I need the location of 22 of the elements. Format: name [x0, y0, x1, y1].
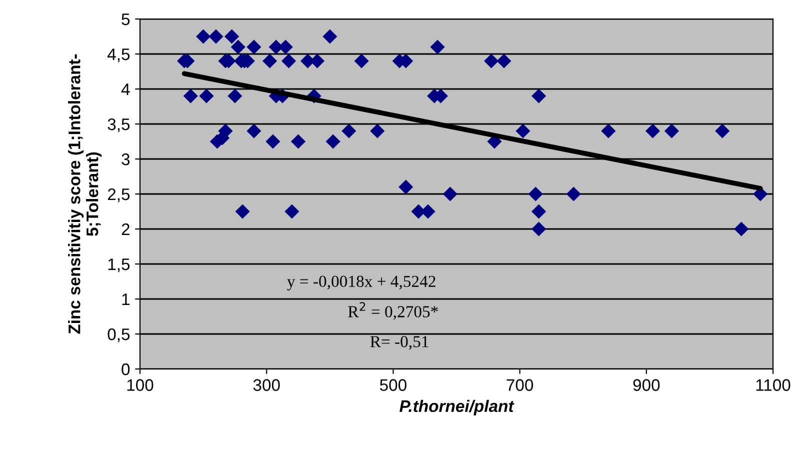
annotation: y = -0,0018x + 4,5242	[287, 276, 436, 290]
y-tick-label: 0	[122, 363, 130, 376]
y-tick-label: 1,5	[108, 258, 130, 272]
y-tick-label: 0,5	[108, 328, 130, 342]
x-tick-label: 1100	[756, 379, 790, 391]
x-axis-title: P.thornei/plant	[400, 400, 514, 416]
y-tick-label: 3	[122, 153, 130, 166]
annotation: R= -0,51	[370, 336, 428, 350]
y-axis-title: Zinc sensitivitiy score (1;Intolerant- 5;Tolerant)	[68, 54, 102, 334]
y-tick-label: 2,5	[108, 188, 130, 202]
x-tick-label: 100	[127, 379, 154, 391]
y-tick-label: 4,5	[107, 48, 130, 62]
y-tick-label: 5	[122, 14, 130, 26]
x-tick-label: 700	[506, 379, 534, 391]
x-tick-label: 900	[633, 379, 660, 391]
x-tick-label: 300	[253, 379, 280, 391]
x-tick-label: 500	[380, 379, 406, 391]
y-tick-label: 4	[121, 84, 130, 96]
y-tick-label: 2	[122, 223, 130, 236]
annotation: R$^{2}$ = 0,2705*	[348, 302, 438, 320]
y-tick-label: 3,5	[108, 118, 130, 132]
y-tick-label: 1	[122, 294, 130, 306]
